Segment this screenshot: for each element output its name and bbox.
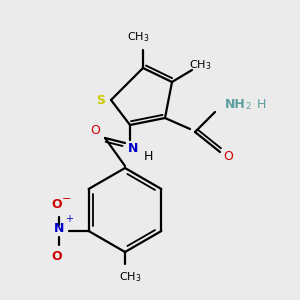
- Text: O: O: [51, 250, 62, 263]
- Text: O: O: [223, 151, 233, 164]
- Text: −: −: [62, 194, 71, 204]
- Text: CH$_3$: CH$_3$: [119, 270, 141, 284]
- Text: $_2$: $_2$: [245, 100, 252, 112]
- Text: CH$_3$: CH$_3$: [127, 30, 149, 44]
- Text: S: S: [97, 94, 106, 106]
- Text: O: O: [51, 199, 62, 212]
- Text: H: H: [257, 98, 266, 110]
- Text: NH: NH: [225, 98, 246, 110]
- Text: N: N: [53, 221, 64, 235]
- Text: +: +: [64, 214, 73, 224]
- Text: O: O: [90, 124, 100, 136]
- Text: H: H: [143, 149, 153, 163]
- Text: CH$_3$: CH$_3$: [189, 58, 211, 72]
- Text: N: N: [128, 142, 138, 154]
